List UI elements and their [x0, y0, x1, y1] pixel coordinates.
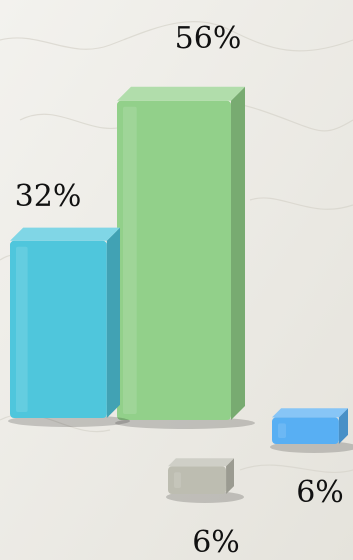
bar-front [117, 100, 231, 421]
bar-highlight [278, 423, 287, 438]
labels-group: 32% 56% 6% 6% [15, 21, 344, 560]
bar-side [106, 227, 120, 418]
value-label-4: 6% [296, 475, 344, 510]
value-label-2: 56% [175, 21, 242, 56]
bar-front [10, 240, 107, 418]
value-label-3: 6% [192, 525, 240, 560]
bar-front [272, 417, 339, 444]
bar-top [10, 227, 120, 241]
bars-group [8, 86, 353, 503]
bar-top [117, 86, 245, 101]
bar-2 [115, 86, 255, 429]
bar-4 [270, 408, 353, 453]
bar-top [272, 408, 348, 418]
bar-side [231, 86, 245, 421]
bar-front [168, 466, 227, 494]
bar-highlight [16, 246, 28, 412]
bar-highlight [174, 472, 181, 488]
bar-highlight [123, 106, 137, 415]
bar-side [338, 408, 348, 444]
bar-top [168, 458, 234, 467]
bar-side [226, 458, 234, 494]
bar-shadow [270, 441, 353, 453]
bar-3 [166, 458, 244, 503]
value-label-1: 32% [15, 179, 82, 214]
bar-1 [8, 227, 130, 427]
